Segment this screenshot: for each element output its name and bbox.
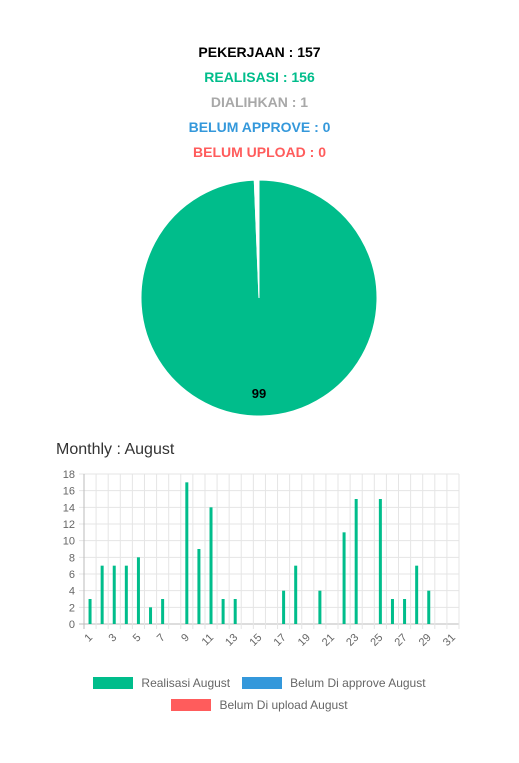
bar-0-11[interactable] bbox=[209, 507, 213, 624]
bar-0-27[interactable] bbox=[403, 599, 407, 624]
bar-0-4[interactable] bbox=[124, 565, 128, 624]
legend-label-belum-approve: Belum Di approve August bbox=[290, 676, 426, 690]
bar-0-26[interactable] bbox=[390, 599, 394, 624]
belum-approve-total: BELUM APPROVE : 0 bbox=[188, 119, 331, 135]
y-tick-label: 14 bbox=[63, 502, 75, 514]
x-tick-label: 1 bbox=[82, 632, 95, 645]
pie-data-label: 99 bbox=[252, 386, 266, 401]
bar-0-23[interactable] bbox=[354, 499, 358, 624]
bar-0-29[interactable] bbox=[427, 590, 431, 624]
bar-0-22[interactable] bbox=[342, 532, 346, 624]
belum-upload-total: BELUM UPLOAD : 0 bbox=[193, 144, 326, 160]
x-tick-label: 17 bbox=[272, 632, 289, 649]
dialihkan-total: DIALIHKAN : 1 bbox=[210, 94, 309, 110]
bar-0-9[interactable] bbox=[185, 482, 189, 624]
y-tick-label: 8 bbox=[69, 552, 75, 564]
x-tick-label: 13 bbox=[223, 632, 240, 649]
x-tick-label: 25 bbox=[368, 632, 385, 649]
monthly-title: Monthly : August bbox=[56, 441, 175, 458]
x-tick-label: 9 bbox=[179, 632, 192, 645]
x-tick-label: 11 bbox=[200, 632, 217, 649]
bar-0-20[interactable] bbox=[318, 590, 322, 624]
bar-0-10[interactable] bbox=[197, 549, 201, 624]
y-tick-label: 18 bbox=[63, 469, 75, 481]
pie-slice-1[interactable] bbox=[253, 179, 260, 299]
bar-0-12[interactable] bbox=[221, 599, 225, 624]
bar-0-25[interactable] bbox=[378, 499, 382, 624]
chart-legend: Realisasi August Belum Di approve August… bbox=[0, 672, 519, 716]
y-tick-label: 4 bbox=[69, 586, 75, 598]
x-tick-label: 7 bbox=[155, 632, 168, 645]
y-tick-label: 10 bbox=[63, 536, 75, 548]
x-tick-label: 15 bbox=[247, 632, 264, 649]
realisasi-total: REALISASI : 156 bbox=[204, 69, 315, 85]
bar-0-1[interactable] bbox=[88, 599, 92, 624]
bar-0-5[interactable] bbox=[136, 557, 140, 624]
y-tick-label: 6 bbox=[69, 569, 75, 581]
legend-label-realisasi: Realisasi August bbox=[141, 676, 231, 690]
y-tick-label: 12 bbox=[63, 519, 75, 531]
x-tick-label: 21 bbox=[320, 632, 337, 649]
x-tick-label: 31 bbox=[441, 632, 458, 649]
legend-label-belum-upload: Belum Di upload August bbox=[219, 698, 348, 712]
bar-0-6[interactable] bbox=[149, 607, 153, 624]
bar-0-3[interactable] bbox=[112, 565, 116, 624]
legend-item-belum-upload[interactable]: Belum Di upload August bbox=[171, 698, 348, 712]
x-tick-label: 19 bbox=[296, 632, 313, 649]
bar-0-2[interactable] bbox=[100, 565, 104, 624]
legend-item-realisasi[interactable]: Realisasi August bbox=[93, 676, 230, 690]
x-tick-label: 27 bbox=[393, 632, 410, 649]
bar-0-18[interactable] bbox=[294, 565, 298, 624]
legend-row-1: Realisasi August Belum Di approve August bbox=[0, 672, 519, 694]
x-tick-label: 3 bbox=[107, 632, 120, 645]
bar-0-7[interactable] bbox=[161, 599, 165, 624]
x-tick-label: 23 bbox=[344, 632, 361, 649]
x-tick-label: 5 bbox=[131, 632, 144, 645]
y-tick-label: 2 bbox=[69, 602, 75, 614]
legend-swatch-belum-approve bbox=[242, 677, 283, 689]
legend-row-2: Belum Di upload August bbox=[0, 694, 519, 716]
y-tick-label: 0 bbox=[69, 619, 75, 631]
y-tick-label: 16 bbox=[63, 486, 75, 498]
legend-swatch-realisasi bbox=[93, 677, 134, 689]
bar-0-17[interactable] bbox=[282, 590, 286, 624]
bar-0-13[interactable] bbox=[233, 599, 237, 624]
legend-swatch-belum-upload bbox=[171, 699, 212, 711]
x-tick-label: 29 bbox=[417, 632, 434, 649]
pie-chart: 99 bbox=[140, 179, 378, 417]
legend-item-belum-approve[interactable]: Belum Di approve August bbox=[242, 676, 426, 690]
pekerjaan-total: PEKERJAAN : 157 bbox=[198, 44, 321, 60]
summary-block: PEKERJAAN : 157 REALISASI : 156 DIALIHKA… bbox=[0, 40, 519, 165]
bar-0-28[interactable] bbox=[415, 565, 419, 624]
